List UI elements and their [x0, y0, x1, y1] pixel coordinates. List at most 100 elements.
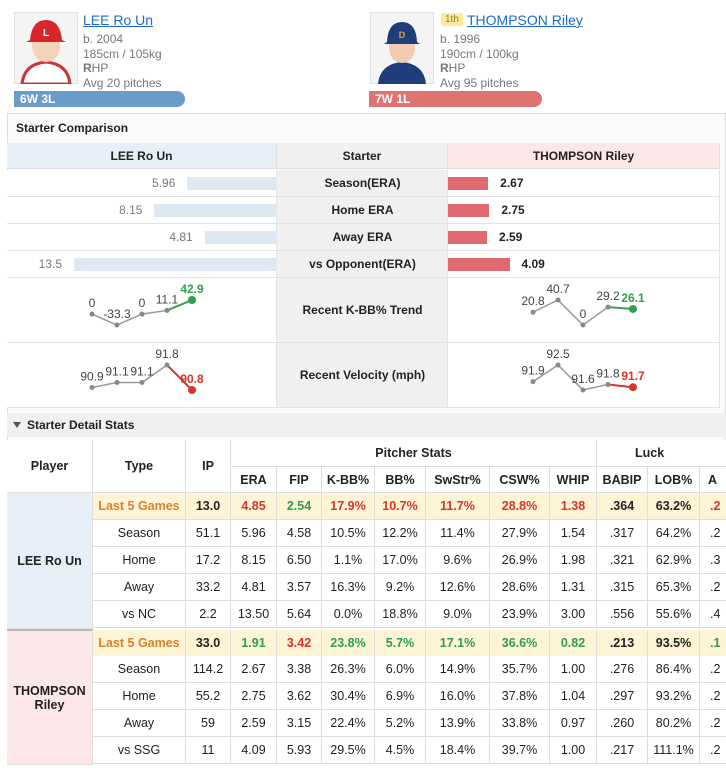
- trend-point: [188, 296, 196, 304]
- column-header: LOB%: [648, 467, 700, 493]
- stat-value: 5.93: [277, 737, 322, 764]
- trend-point: [164, 307, 170, 313]
- row-cell: [448, 343, 720, 408]
- trend-point: [580, 387, 586, 393]
- stat-value: .321: [597, 547, 648, 574]
- stat-value: 33.2: [186, 574, 231, 601]
- trend-chart: 90.9 91.1 91.191.890.8: [80, 347, 204, 394]
- stat-value: 35.7%: [490, 656, 550, 683]
- right-bar: [448, 177, 489, 190]
- trend-point: [139, 311, 145, 317]
- record-bar: 7W 1L: [369, 91, 542, 107]
- column-header: CSW%: [490, 467, 550, 493]
- stat-value: 1.91: [231, 630, 277, 657]
- row-label: Away ERA: [332, 230, 393, 244]
- player-name[interactable]: THOMPSON Riley: [467, 12, 583, 28]
- trend-value: 91.8: [155, 347, 179, 361]
- right-value: 2.75: [501, 203, 525, 217]
- stat-value: .2: [700, 710, 726, 737]
- stat-value: 1.04: [550, 683, 597, 710]
- left-value: 8.15: [119, 203, 143, 217]
- stat-value: 5.64: [277, 601, 322, 628]
- stat-value: 5.7%: [375, 630, 426, 657]
- stat-value: .297: [597, 683, 648, 710]
- stat-value: 26.3%: [322, 656, 375, 683]
- row-type: vs SSG: [93, 737, 186, 764]
- stat-value: 10.7%: [375, 493, 426, 520]
- stat-value: 55.2: [186, 683, 231, 710]
- trend-value: 90.8: [180, 372, 204, 386]
- stat-value: 12.6%: [426, 574, 490, 601]
- column-header: ERA: [231, 467, 277, 493]
- player-info: b. 1996 190cm / 100kg RHP Avg 95 pitches: [440, 32, 519, 90]
- trend-line: [91, 364, 168, 389]
- trend-value: 91.6: [571, 372, 595, 386]
- stat-value: 3.62: [277, 683, 322, 710]
- stat-value: 18.8%: [375, 601, 426, 628]
- hand: RHP: [83, 61, 109, 75]
- stat-value: 23.9%: [490, 601, 550, 628]
- stat-value: 3.57: [277, 574, 322, 601]
- stat-value: 9.0%: [426, 601, 490, 628]
- stat-value: 4.5%: [375, 737, 426, 764]
- trend-value: 40.7: [546, 282, 570, 296]
- record-bar: 6W 3L: [14, 91, 185, 107]
- stat-value: 28.8%: [490, 493, 550, 520]
- row-cell: [277, 343, 448, 408]
- player-info: b. 2004 185cm / 105kg RHP Avg 20 pitches: [83, 32, 162, 90]
- stat-value: 6.0%: [375, 656, 426, 683]
- left-value: 13.5: [38, 257, 62, 271]
- column-header: THOMPSON Riley: [448, 143, 720, 169]
- stat-value: 93.2%: [648, 683, 700, 710]
- column-header: Starter: [277, 143, 448, 169]
- trend-point: [555, 297, 561, 303]
- stat-value: 3.42: [277, 630, 322, 657]
- stat-value: 10.5%: [322, 520, 375, 547]
- stat-value: .217: [597, 737, 648, 764]
- stat-value: 13.9%: [426, 710, 490, 737]
- right-value: 2.67: [500, 176, 524, 190]
- right-value: 4.09: [521, 257, 545, 271]
- trend-value: 0: [580, 307, 587, 321]
- trend-line: [532, 364, 609, 391]
- trend-point: [605, 304, 611, 310]
- stat-value: 33.8%: [490, 710, 550, 737]
- stat-value: 22.4%: [322, 710, 375, 737]
- stat-value: 13.50: [231, 601, 277, 628]
- stat-value: 27.9%: [490, 520, 550, 547]
- trend-point: [114, 322, 120, 328]
- player-name[interactable]: LEE Ro Un: [83, 12, 154, 28]
- stat-value: 63.2%: [648, 493, 700, 520]
- stat-value: 1.00: [550, 737, 597, 764]
- stat-value: 39.7%: [490, 737, 550, 764]
- column-header: FIP: [277, 467, 322, 493]
- stat-value: 29.5%: [322, 737, 375, 764]
- trend-point: [188, 386, 196, 394]
- stat-value: 64.2%: [648, 520, 700, 547]
- stat-value: 0.82: [550, 630, 597, 657]
- row-type: vs NC: [93, 601, 186, 628]
- stat-value: 17.9%: [322, 493, 375, 520]
- trend-point: [629, 304, 637, 313]
- stat-value: 30.4%: [322, 683, 375, 710]
- trend-line: [532, 299, 609, 326]
- trend-point: [114, 380, 120, 385]
- row-type: Season: [93, 656, 186, 683]
- column-header: IP: [186, 440, 231, 493]
- column-header: K-BB%: [322, 467, 375, 493]
- right-value: 2.59: [498, 230, 523, 244]
- stat-value: 51.1: [186, 520, 231, 547]
- trend-value: 91.9: [521, 364, 545, 378]
- row-type: Home: [93, 547, 186, 574]
- trend-point: [580, 322, 586, 328]
- stat-value: .2: [700, 574, 726, 601]
- stat-value: .260: [597, 710, 648, 737]
- stat-value: 55.6%: [648, 601, 700, 628]
- stat-value: 17.0%: [375, 547, 426, 574]
- stat-value: 11.7%: [426, 493, 490, 520]
- pitches: Avg 20 pitches: [83, 75, 162, 90]
- stat-value: 4.58: [277, 520, 322, 547]
- collapse-arrow[interactable]: [12, 420, 22, 430]
- stat-value: 0.97: [550, 710, 597, 737]
- trend-chart: 20.840.7 0 29.2 26.1: [521, 282, 645, 328]
